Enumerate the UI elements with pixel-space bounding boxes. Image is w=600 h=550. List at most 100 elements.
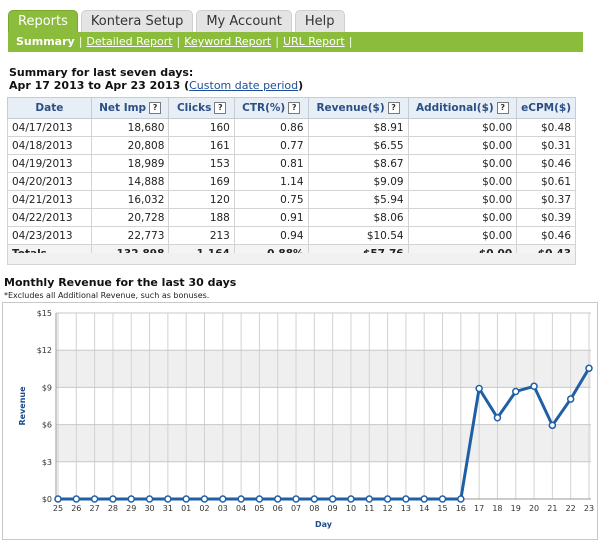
- y-tick-label: $0: [42, 495, 52, 504]
- subnav-keyword-report[interactable]: Keyword Report: [184, 35, 272, 48]
- revenue-data-point: [72, 495, 81, 503]
- y-tick-label: $6: [42, 421, 52, 430]
- help-icon[interactable]: ?: [387, 102, 400, 114]
- revenue-data-point: [109, 495, 117, 503]
- cell-date: 04/20/2013: [7, 172, 92, 191]
- cell-additional: $0.00: [407, 136, 518, 155]
- custom-date-period-link[interactable]: Custom date period: [189, 79, 299, 92]
- subnav-separator: |: [176, 35, 181, 48]
- subnav-detailed-report[interactable]: Detailed Report: [86, 35, 173, 48]
- cell-net-imp: 16,032: [90, 190, 170, 209]
- revenue-data-point: [310, 495, 319, 503]
- cell-date: 04/17/2013: [7, 118, 92, 137]
- table-row: 04/19/2013 18,989 153 0.81 $8.67 $0.00 $…: [7, 154, 576, 173]
- help-icon[interactable]: ?: [496, 102, 509, 114]
- revenue-data-point: [237, 495, 245, 503]
- x-tick-label: 20: [529, 504, 539, 513]
- revenue-data-point: [438, 495, 447, 503]
- revenue-data-point: [255, 495, 264, 503]
- cell-clicks: 161: [168, 136, 235, 155]
- help-icon[interactable]: ?: [149, 102, 162, 114]
- x-tick-label: 30: [144, 504, 154, 513]
- column-header-revenue[interactable]: Revenue($)?: [307, 97, 409, 119]
- subnav-separator: |: [275, 35, 279, 48]
- x-tick-label: 27: [90, 504, 100, 513]
- x-tick-label: 02: [199, 504, 209, 513]
- chart-band: [56, 313, 591, 351]
- cell-additional: $0.00: [407, 190, 518, 209]
- column-header-ecpm[interactable]: eCPM($): [516, 97, 576, 119]
- x-tick-label: 15: [437, 504, 447, 513]
- subnav-url-report[interactable]: URL Report: [282, 35, 345, 48]
- summary-range: Apr 17 2013 to Apr 23 2013 (Custom date …: [9, 79, 304, 92]
- cell-ecpm: $0.31: [516, 136, 576, 155]
- cell-ctr: 0.86: [233, 118, 309, 137]
- summary-range-text: Apr 17 2013 to Apr 23 2013: [9, 79, 181, 92]
- cell-revenue: $8.91: [307, 118, 409, 137]
- cell-ecpm: $0.37: [516, 190, 576, 209]
- chart-band: [56, 350, 591, 388]
- revenue-data-point: [273, 495, 282, 503]
- cell-ctr: 1.14: [233, 172, 309, 191]
- table-row: 04/18/2013 20,808 161 0.77 $6.55 $0.00 $…: [7, 136, 576, 155]
- column-header-label: Clicks: [176, 102, 212, 114]
- revenue-data-point: [585, 364, 593, 373]
- column-header-net-imp[interactable]: Net Imp?: [90, 97, 170, 119]
- x-tick-label: 23: [584, 504, 594, 513]
- x-tick-label: 18: [492, 504, 502, 513]
- cell-net-imp: 14,888: [90, 172, 170, 191]
- cell-clicks: 213: [168, 226, 235, 245]
- cell-additional: $0.00: [407, 154, 518, 173]
- x-tick-label: 13: [401, 504, 411, 513]
- tab-reports[interactable]: Reports: [8, 10, 78, 32]
- summary-title: Summary for last seven days:: [9, 66, 194, 79]
- cell-net-imp: 18,989: [90, 154, 170, 173]
- revenue-chart: $0 $3 $6 $9 $12 $15 25 26 27 28 29 30 31 01 02 03 04 05 06…: [2, 302, 598, 540]
- cell-ctr: 0.81: [233, 154, 309, 173]
- main-tabs: Reports Kontera Setup My Account Help: [8, 10, 345, 32]
- column-header-ctr[interactable]: CTR(%)?: [233, 97, 309, 119]
- help-icon[interactable]: ?: [214, 102, 227, 114]
- x-tick-label: 25: [53, 504, 63, 513]
- x-tick-label: 31: [163, 504, 173, 513]
- cell-date: 04/18/2013: [7, 136, 92, 155]
- chart-note: *Excludes all Additional Revenue, such a…: [4, 291, 210, 300]
- column-header-label: CTR(%): [242, 102, 286, 114]
- tab-kontera-setup[interactable]: Kontera Setup: [80, 10, 194, 32]
- revenue-data-point: [475, 384, 483, 393]
- table-row: 04/23/2013 22,773 213 0.94 $10.54 $0.00 …: [7, 226, 576, 245]
- revenue-line-chart: $0 $3 $6 $9 $12 $15 25 26 27 28 29 30 31 01 02 03 04 05 06…: [18, 309, 594, 529]
- column-header-date[interactable]: Date: [7, 97, 92, 119]
- revenue-data-point: [402, 495, 410, 503]
- cell-revenue: $5.94: [307, 190, 409, 209]
- cell-date: 04/23/2013: [7, 226, 92, 245]
- table-horizontal-scrollbar[interactable]: [7, 253, 576, 265]
- y-tick-label: $12: [37, 346, 52, 355]
- cell-revenue: $8.06: [307, 208, 409, 227]
- revenue-data-point: [530, 382, 538, 391]
- revenue-data-point: [127, 495, 135, 503]
- column-header-clicks[interactable]: Clicks?: [168, 97, 235, 119]
- cell-clicks: 153: [168, 154, 235, 173]
- revenue-data-point: [493, 414, 502, 422]
- x-tick-label: 29: [126, 504, 136, 513]
- help-icon[interactable]: ?: [288, 102, 301, 114]
- chart-band: [56, 424, 591, 462]
- tab-help[interactable]: Help: [294, 10, 345, 32]
- table-row: 04/22/2013 20,728 188 0.91 $8.06 $0.00 $…: [7, 208, 576, 227]
- chart-band: [56, 387, 591, 425]
- column-header-label: Date: [35, 102, 64, 114]
- y-tick-label: $15: [37, 309, 52, 318]
- cell-clicks: 188: [168, 208, 235, 227]
- x-tick-label: 10: [346, 504, 356, 513]
- tab-my-account[interactable]: My Account: [196, 10, 292, 32]
- x-tick-label: 09: [328, 504, 338, 513]
- x-tick-label: 14: [419, 504, 429, 513]
- cell-ecpm: $0.48: [516, 118, 576, 137]
- cell-date: 04/19/2013: [7, 154, 92, 173]
- subnav-summary[interactable]: Summary: [16, 35, 75, 48]
- table-row: 04/21/2013 16,032 120 0.75 $5.94 $0.00 $…: [7, 190, 576, 209]
- cell-additional: $0.00: [407, 118, 518, 137]
- x-axis-label: Day: [315, 520, 333, 529]
- column-header-additional[interactable]: Additional($)?: [407, 97, 518, 119]
